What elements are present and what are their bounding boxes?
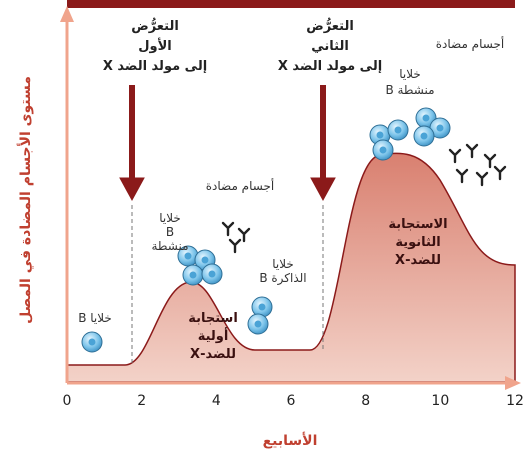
x-tick-label: 8: [361, 393, 370, 409]
activated-cells: خلايا: [399, 67, 421, 81]
y-arrow: [60, 6, 74, 22]
memory-cells: B الذاكرة: [259, 271, 306, 286]
x-tick-label: 6: [287, 393, 296, 409]
x-tick-label: 12: [506, 393, 524, 409]
primary-response: استجابة: [188, 311, 238, 326]
exposure-label: الثاني: [311, 39, 349, 54]
exposure-label: إلى مولد الضد X: [103, 59, 207, 74]
exposure-label: إلى مولد الضد X: [278, 59, 382, 74]
x-tick-label: 4: [212, 393, 221, 409]
antibodies: أجسام مضادة: [206, 178, 274, 193]
memory-cells: خلايا: [272, 257, 294, 271]
primary-response: للضد-X: [190, 347, 236, 362]
activated-cells: منشطة: [151, 239, 188, 253]
x-axis-label: الأسابيع: [263, 432, 318, 449]
secondary-response: الثانوية: [395, 235, 440, 250]
activated-cells: خلايا: [159, 211, 181, 225]
x-tick-label: 0: [63, 393, 72, 409]
exposure-label: الأول: [138, 37, 172, 54]
x-tick-label: 10: [431, 393, 449, 409]
exposure-label: التعرُّض: [131, 17, 179, 34]
secondary-response: للضد-X: [395, 253, 441, 268]
y-axis-label: مستوى الأجسام المضادة في المصل: [17, 76, 34, 324]
secondary-response: الاستجابة: [388, 217, 447, 232]
primary-response: أولية: [198, 327, 229, 344]
diagram: مستوى الأجسام المضادة في المصل الأسابيع …: [0, 0, 525, 466]
exposure-label: التعرُّض: [306, 17, 354, 34]
activated-cells: B: [166, 225, 174, 239]
b-cells: خلايا B: [78, 311, 112, 325]
activated-cells: B منشطة: [385, 83, 434, 97]
x-tick-label: 2: [137, 393, 146, 409]
top-bar: [67, 0, 515, 8]
antibodies: أجسام مضادة: [436, 36, 504, 51]
